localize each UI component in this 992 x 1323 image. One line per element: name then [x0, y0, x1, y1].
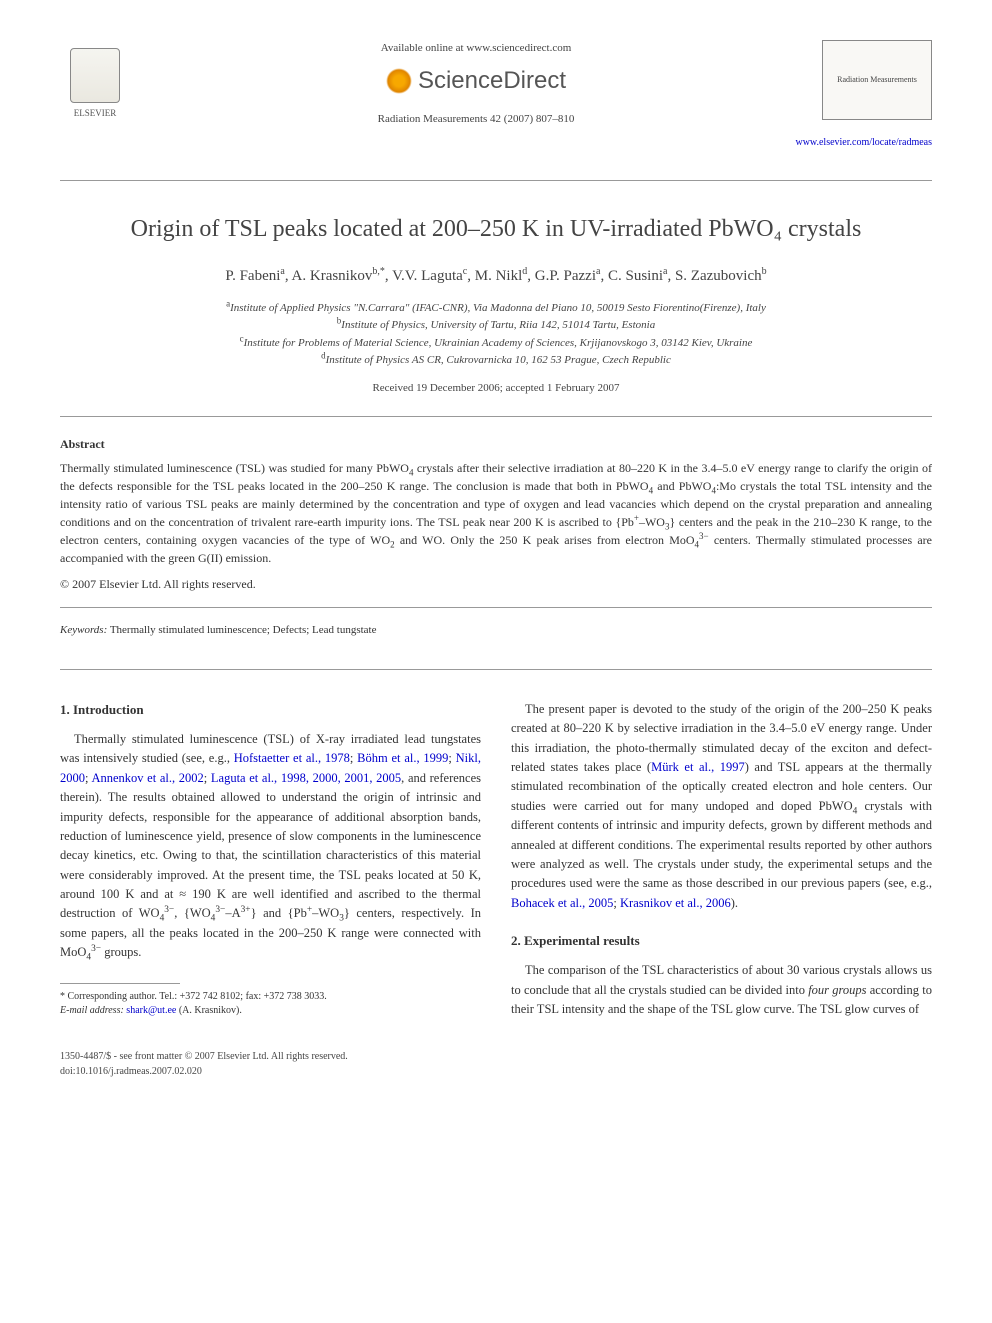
elsevier-label: ELSEVIER [74, 107, 117, 121]
affiliation-c: cInstitute for Problems of Material Scie… [60, 335, 932, 353]
paper-title: Origin of TSL peaks located at 200–250 K… [60, 211, 932, 247]
author-list: P. Fabenia, A. Krasnikovb,*, V.V. Laguta… [60, 265, 932, 288]
divider-below-keywords [60, 669, 932, 670]
sd-brand-text: ScienceDirect [418, 63, 566, 99]
header-center: Available online at www.sciencedirect.co… [130, 40, 822, 127]
abstract-heading: Abstract [60, 435, 932, 453]
available-online-text: Available online at www.sciencedirect.co… [150, 40, 802, 57]
corr-email-line: E-mail address: shark@ut.ee (A. Krasniko… [60, 1004, 481, 1018]
keywords-line: Keywords: Thermally stimulated luminesce… [60, 622, 932, 639]
right-column: The present paper is devoted to the stud… [511, 700, 932, 1019]
corr-author-line: * Corresponding author. Tel.: +372 742 8… [60, 990, 481, 1004]
results-paragraph-1: The comparison of the TSL characteristic… [511, 961, 932, 1019]
left-column: 1. Introduction Thermally stimulated lum… [60, 700, 481, 1019]
elsevier-logo: ELSEVIER [60, 40, 130, 120]
affiliation-b: bInstitute of Physics, University of Tar… [60, 317, 932, 335]
journal-cover-block: Radiation Measurements [822, 40, 932, 120]
sciencedirect-logo: ScienceDirect [150, 63, 802, 99]
affiliation-a: aInstitute of Applied Physics "N.Carrara… [60, 300, 932, 318]
section-2-heading: 2. Experimental results [511, 931, 932, 951]
corr-email-who: (A. Krasnikov). [179, 1005, 242, 1016]
keywords-text: Thermally stimulated luminescence; Defec… [110, 624, 377, 636]
journal-reference: Radiation Measurements 42 (2007) 807–810 [150, 111, 802, 128]
journal-url-text: www.elsevier.com/locate/radmeas [795, 137, 932, 148]
corr-email[interactable]: shark@ut.ee [126, 1005, 176, 1016]
abstract-copyright: © 2007 Elsevier Ltd. All rights reserved… [60, 575, 932, 593]
corresponding-author-footnote: * Corresponding author. Tel.: +372 742 8… [60, 990, 481, 1018]
abstract-body: Thermally stimulated luminescence (TSL) … [60, 459, 932, 567]
intro-paragraph-1: Thermally stimulated luminescence (TSL) … [60, 730, 481, 963]
keywords-label: Keywords: [60, 624, 107, 636]
affiliations: aInstitute of Applied Physics "N.Carrara… [60, 300, 932, 370]
intro-paragraph-2: The present paper is devoted to the stud… [511, 700, 932, 913]
affiliation-d: dInstitute of Physics AS CR, Cukrovarnic… [60, 352, 932, 370]
journal-url[interactable]: www.elsevier.com/locate/radmeas [60, 135, 932, 150]
elsevier-tree-icon [70, 48, 120, 103]
footer-doi: doi:10.1016/j.radmeas.2007.02.020 [60, 1064, 932, 1079]
footer-front-matter: 1350-4487/$ - see front matter © 2007 El… [60, 1049, 932, 1064]
body-columns: 1. Introduction Thermally stimulated lum… [60, 700, 932, 1019]
journal-cover-thumb: Radiation Measurements [822, 40, 932, 120]
divider-above-abstract [60, 416, 932, 417]
divider-top [60, 180, 932, 181]
abstract-block: Abstract Thermally stimulated luminescen… [60, 421, 932, 608]
journal-cover-title: Radiation Measurements [837, 74, 917, 86]
received-accepted-dates: Received 19 December 2006; accepted 1 Fe… [60, 380, 932, 397]
footnote-rule [60, 983, 180, 984]
section-1-heading: 1. Introduction [60, 700, 481, 720]
publisher-header: ELSEVIER Available online at www.science… [60, 40, 932, 127]
email-label: E-mail address: [60, 1005, 124, 1016]
page-footer: 1350-4487/$ - see front matter © 2007 El… [60, 1049, 932, 1079]
sd-burst-icon [386, 68, 412, 94]
